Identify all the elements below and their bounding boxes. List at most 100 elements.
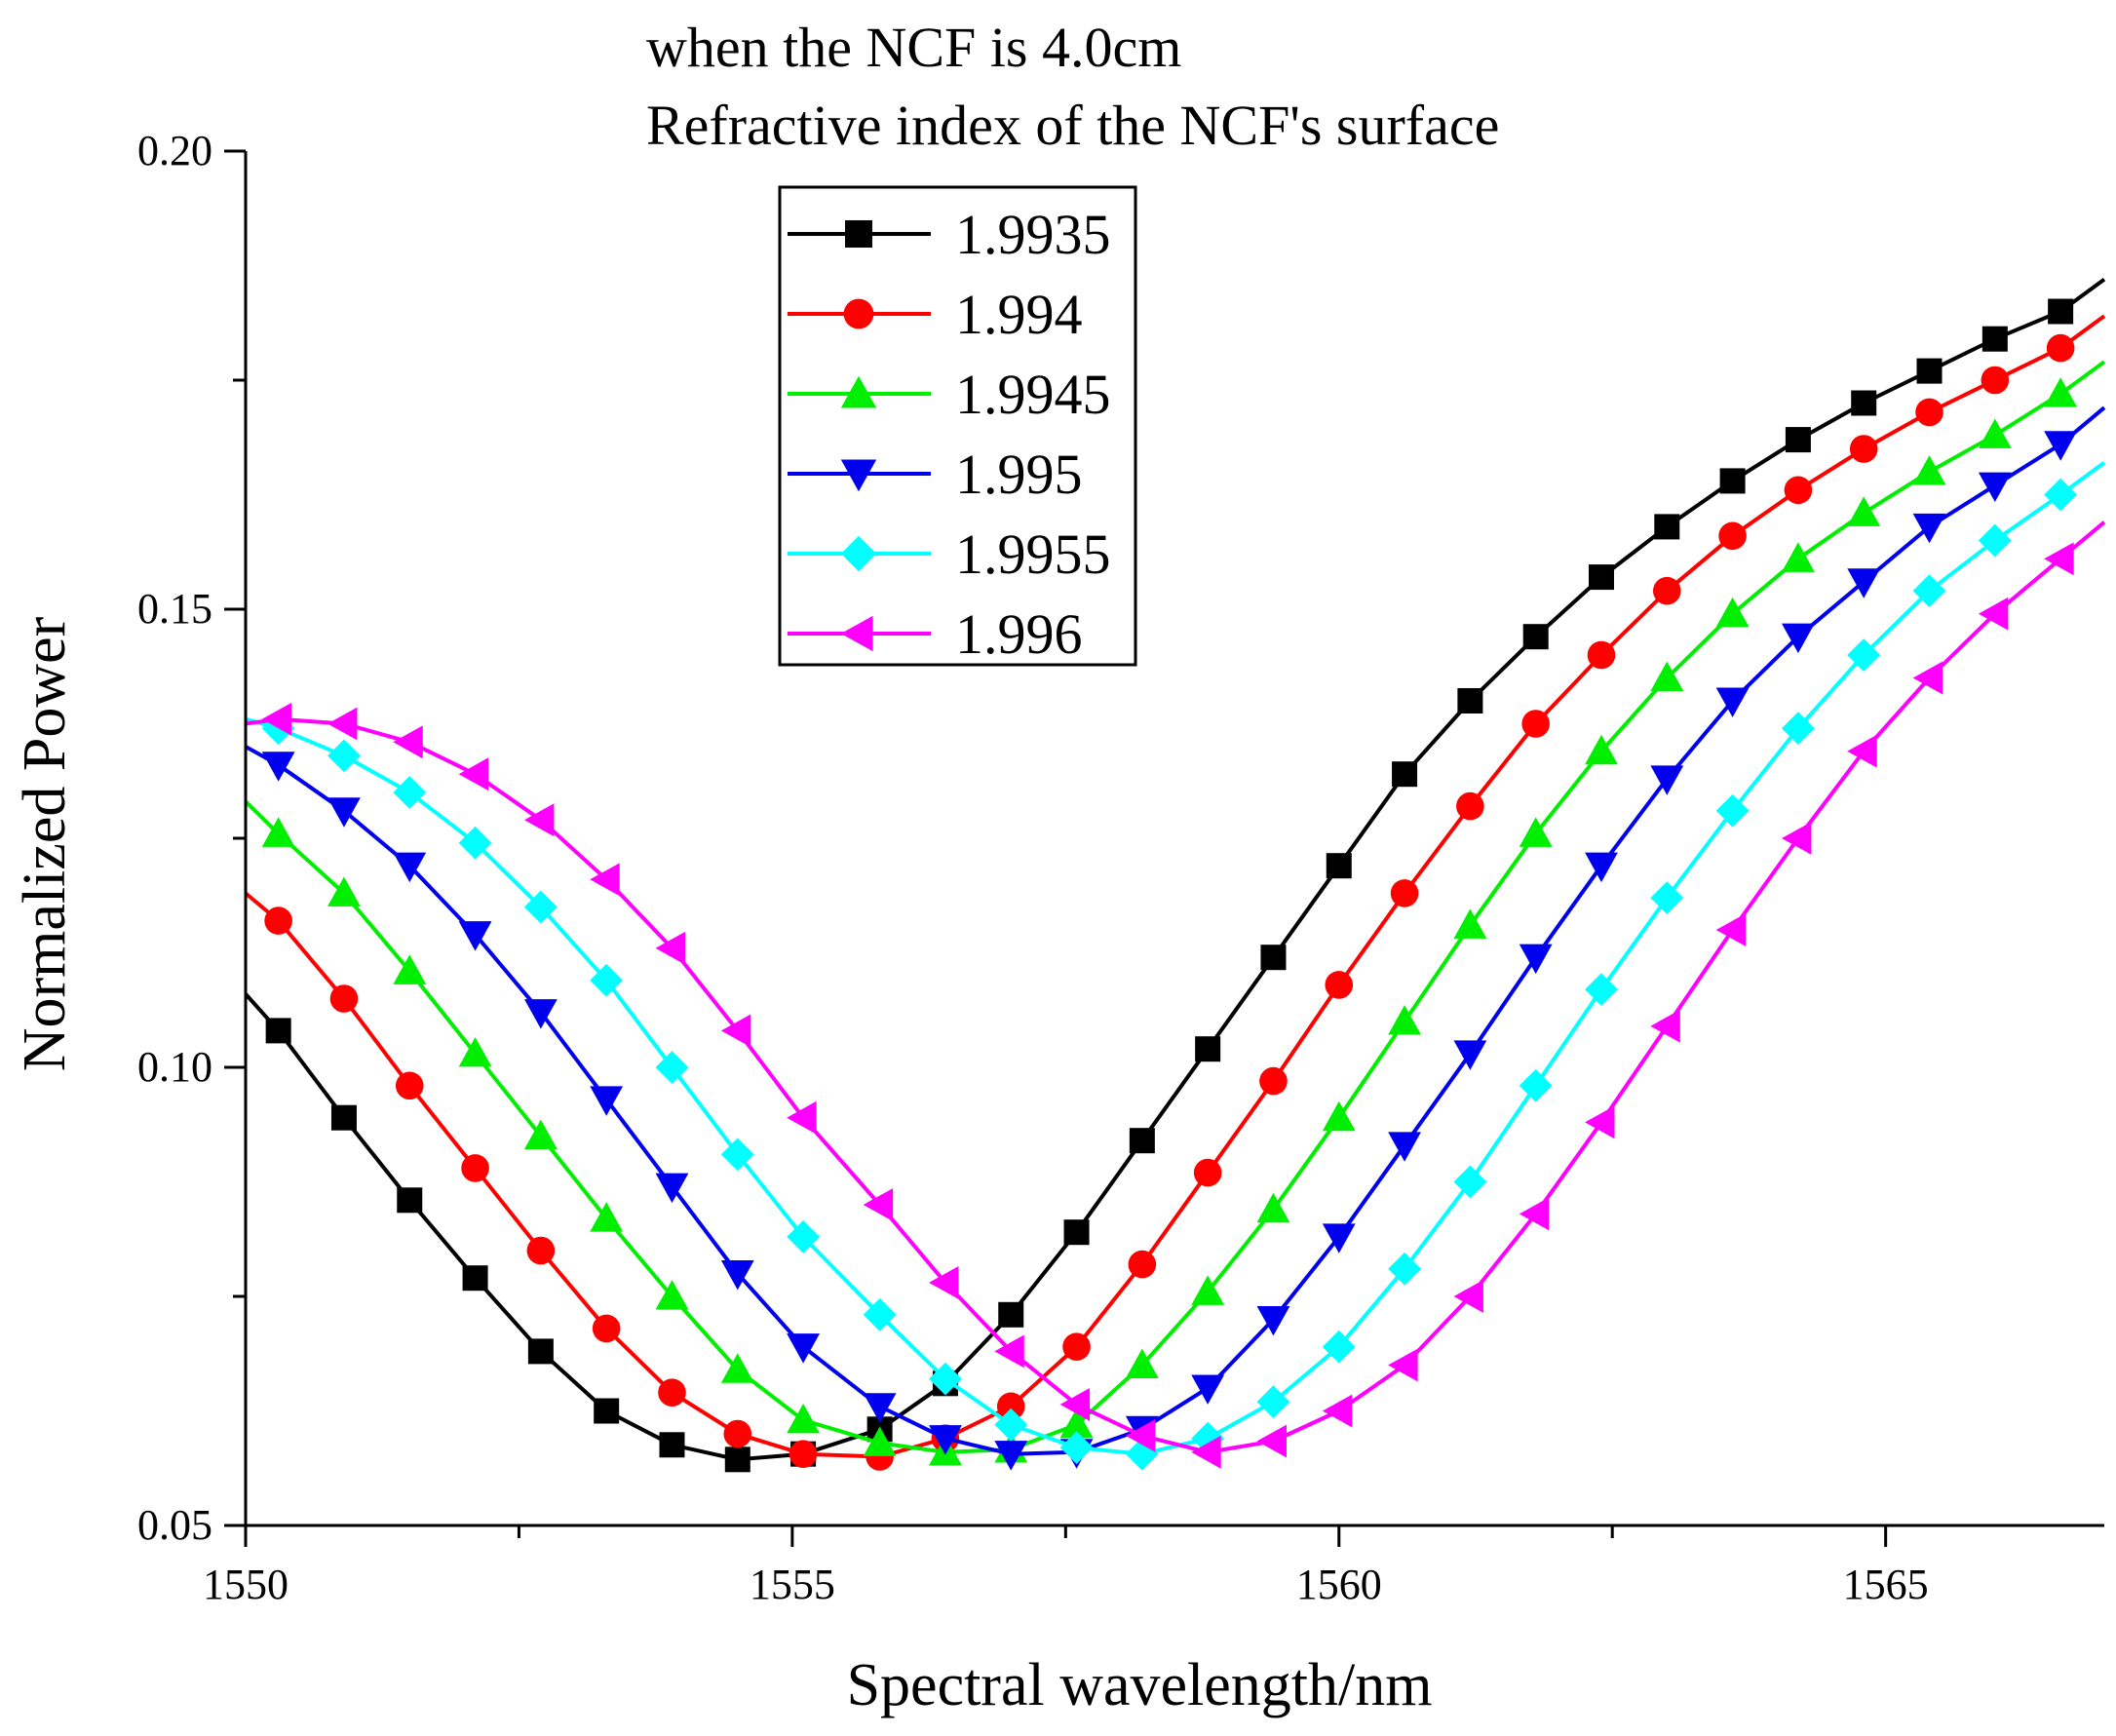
data-point-1.996 [327,707,358,741]
data-point-1.996 [1912,661,1943,695]
data-point-1.9945 [1912,455,1946,485]
data-point-1.996 [863,1188,894,1221]
data-point-1.996 [1322,1394,1353,1428]
data-point-1.9935 [397,1187,423,1214]
data-point-1.9955 [1650,881,1684,914]
series-line-1.994 [244,314,2106,1459]
data-point-1.9955 [1191,1421,1225,1455]
data-point-1.9935 [659,1432,685,1458]
data-point-1.994 [1062,1332,1091,1361]
series-line-1.9955 [245,460,2106,1456]
data-point-1.9935 [1916,358,1943,384]
data-point-1.9935 [1063,1219,1090,1246]
data-point-1.996 [1519,1197,1550,1231]
data-point-1.994 [1652,576,1681,605]
data-point-1.9955 [655,1051,689,1084]
data-point-1.9955 [1059,1431,1094,1464]
series-line-1.9945 [244,360,2106,1454]
data-point-1.995 [327,797,361,828]
data-point-1.9945 [1125,1348,1159,1379]
y-axis-ticks: 0.05 0.10 0.15 0.20 [137,127,246,1549]
data-point-1.9955 [1125,1437,1159,1471]
data-point-1.995 [1191,1374,1225,1405]
data-point-1.994 [1849,435,1878,463]
legend-marker-1.996 [840,615,873,652]
data-point-1.9945 [393,954,427,984]
data-point-1.9955 [720,1138,754,1172]
y-tick-label: 0.10 [137,1043,212,1091]
data-point-1.9945 [458,1037,492,1067]
data-point-1.9955 [1585,973,1618,1006]
series-line-1.995 [245,405,2106,1456]
data-point-1.9935 [1981,326,2008,352]
data-point-1.9935 [527,1338,554,1365]
data-point-1.996 [994,1334,1024,1369]
data-point-1.994 [1259,1066,1288,1096]
legend-marker-1.994 [843,298,874,329]
data-point-1.9945 [1715,597,1750,628]
data-point-1.994 [1981,366,2010,395]
data-point-1.9945 [1585,734,1618,765]
data-point-1.995 [1847,568,1881,598]
data-point-1.995 [1519,944,1553,975]
data-point-1.9955 [458,826,492,860]
data-point-1.994 [1521,710,1550,738]
data-point-1.9945 [1191,1275,1225,1305]
data-point-1.994 [1325,971,1354,999]
data-point-1.9955 [1322,1330,1356,1364]
data-point-1.9945 [1453,908,1487,939]
data-point-1.9935 [462,1265,488,1292]
legend-box [778,185,1137,667]
data-point-1.996 [1585,1105,1615,1139]
legend-marker-1.9935 [845,220,872,248]
x-tick-label: 1565 [1843,1561,1929,1608]
data-point-1.996 [1847,734,1877,768]
data-point-1.996 [1125,1418,1156,1452]
data-point-1.9935 [594,1398,620,1424]
data-point-1.996 [655,931,686,965]
data-point-1.9935 [1129,1128,1155,1154]
data-point-1.994 [1128,1250,1157,1279]
data-point-1.994 [723,1419,752,1448]
data-point-1.994 [592,1314,621,1343]
data-point-1.994 [1456,791,1484,821]
data-point-1.9955 [1388,1252,1421,1286]
data-point-1.994 [264,907,292,935]
data-point-1.9955 [863,1297,897,1331]
data-point-1.9955 [523,890,558,924]
data-point-1.996 [261,702,292,736]
data-point-1.996 [1453,1280,1483,1313]
y-tick-label: 0.20 [137,127,212,174]
data-point-1.995 [1650,765,1684,795]
data-point-1.9935 [1522,624,1549,650]
data-point-1.9935 [1654,514,1680,540]
data-point-1.996 [2044,542,2074,576]
data-point-1.994 [329,984,359,1013]
data-point-1.9955 [929,1362,962,1396]
data-point-1.995 [393,852,427,883]
data-point-1.9955 [1978,523,2012,558]
data-point-1.9945 [1256,1192,1290,1223]
data-point-1.994 [1587,640,1616,670]
data-point-1.9935 [1392,761,1418,788]
legend-label: 1.9935 [955,203,1111,266]
legend: 1.9935 1.994 1.9945 1.995 1.9955 1.996 [778,185,1137,667]
data-point-1.995 [863,1393,897,1423]
data-point-1.9955 [1782,712,1815,746]
data-point-1.995 [787,1333,820,1364]
x-axis-label: Spectral wavelength/nm [847,1652,1433,1718]
data-point-1.995 [1585,852,1618,883]
data-point-1.995 [720,1259,754,1291]
data-point-1.9945 [1847,496,1881,526]
data-point-1.994 [395,1071,424,1100]
legend-label: 1.9945 [955,363,1111,426]
legend-marker-1.9945 [840,375,877,408]
y-tick-label: 0.05 [137,1501,212,1549]
chart-title-line-2: Refractive index of the NCF's surface [646,94,1499,157]
data-point-1.9935 [1326,853,1352,879]
data-point-1.996 [1715,913,1747,946]
data-point-1.9945 [1059,1408,1094,1439]
data-point-1.994 [1390,879,1419,907]
data-point-1.994 [2046,333,2075,363]
